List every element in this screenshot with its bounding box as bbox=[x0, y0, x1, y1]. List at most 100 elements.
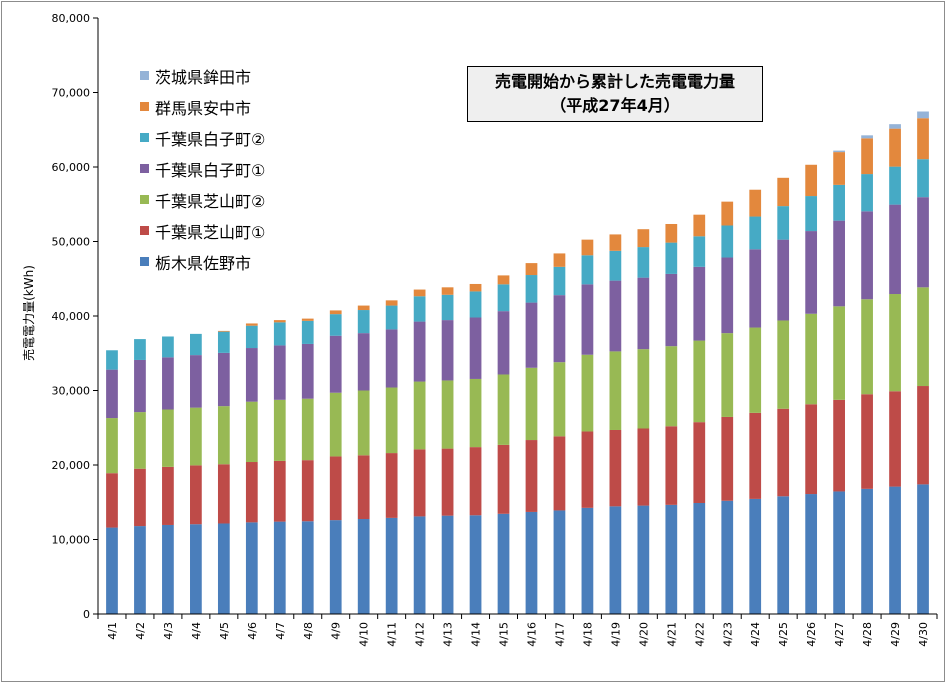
bar-segment bbox=[190, 407, 202, 466]
bar-segment bbox=[329, 392, 342, 457]
bar-segment bbox=[805, 313, 818, 405]
bar-segment bbox=[861, 138, 873, 175]
x-tick-label: 4/30 bbox=[917, 622, 930, 647]
bar-segment bbox=[357, 519, 370, 614]
bar-segment bbox=[357, 333, 370, 391]
bar-segment bbox=[609, 250, 622, 281]
bar-segment bbox=[245, 348, 258, 402]
bar-segment bbox=[693, 502, 706, 614]
x-tick-label: 4/27 bbox=[833, 622, 846, 647]
x-tick-label: 4/10 bbox=[358, 622, 371, 647]
bar-segment bbox=[329, 314, 342, 336]
bar-segment bbox=[217, 464, 230, 524]
x-tick-label: 4/26 bbox=[805, 622, 818, 647]
bar-segment bbox=[162, 336, 174, 358]
legend-swatch bbox=[140, 257, 149, 266]
bar-segment bbox=[497, 311, 510, 375]
bar-segment bbox=[525, 275, 538, 303]
bar-segment bbox=[385, 305, 398, 330]
bar-segment bbox=[917, 287, 929, 387]
legend-swatch bbox=[140, 164, 149, 173]
bar-segment bbox=[805, 231, 818, 314]
bar-segment bbox=[301, 398, 314, 461]
bar-segment bbox=[665, 346, 678, 427]
bar-segment bbox=[581, 284, 594, 355]
chart-subtitle: （平成27年4月） bbox=[550, 96, 680, 115]
bar-segment bbox=[861, 174, 873, 212]
bar-segment bbox=[749, 249, 762, 328]
legend-swatch bbox=[140, 133, 149, 142]
bar-segment bbox=[245, 522, 258, 614]
y-tick-label: 80,000 bbox=[52, 12, 91, 25]
bar-segment bbox=[413, 516, 426, 614]
bar-segment bbox=[106, 350, 118, 370]
bar-segment bbox=[497, 444, 510, 514]
bar-segment bbox=[637, 349, 650, 429]
x-tick-label: 4/25 bbox=[777, 622, 790, 647]
legend-label: 千葉県白子町① bbox=[155, 160, 266, 180]
x-tick-label: 4/24 bbox=[749, 622, 762, 647]
y-axis: 0 10,000 20,000 30,000 40,000 50,000 60,000 70,… bbox=[52, 12, 99, 621]
x-tick-label: 4/2 bbox=[134, 622, 147, 640]
bar-segment bbox=[441, 448, 454, 516]
y-tick-label: 20,000 bbox=[52, 459, 91, 472]
plot-area bbox=[106, 111, 929, 614]
bar-segment bbox=[749, 216, 762, 250]
legend-item: 栃木県佐野市 bbox=[140, 246, 265, 277]
bar-segment bbox=[469, 515, 482, 614]
bar-segment bbox=[441, 287, 454, 295]
bar-segment bbox=[329, 456, 342, 521]
bar-segment bbox=[553, 295, 566, 363]
bar-segment bbox=[497, 284, 510, 312]
bar-segment bbox=[273, 345, 286, 400]
bar-segment bbox=[889, 486, 901, 614]
bar-segment bbox=[609, 280, 622, 352]
legend-swatch bbox=[140, 102, 149, 111]
bar-segment bbox=[273, 521, 286, 614]
bar-segment bbox=[917, 118, 929, 160]
x-tick-label: 4/7 bbox=[274, 622, 287, 640]
y-axis-label: 売電電力量(kWh) bbox=[21, 265, 36, 361]
bar-segment bbox=[217, 330, 230, 332]
bar-segment bbox=[721, 257, 734, 334]
x-tick-label: 4/15 bbox=[498, 622, 511, 647]
bar-segment bbox=[329, 335, 342, 393]
x-tick-label: 4/29 bbox=[889, 622, 902, 647]
bar-segment bbox=[665, 242, 678, 274]
bar-segment bbox=[525, 263, 538, 276]
bar-segment bbox=[917, 111, 929, 119]
bar-segment bbox=[413, 321, 426, 382]
bar-segment bbox=[553, 266, 566, 296]
bar-segment bbox=[469, 291, 482, 318]
bar-segment bbox=[777, 206, 790, 240]
bar-segment bbox=[134, 468, 146, 527]
bar-segment bbox=[134, 359, 146, 413]
bar-segment bbox=[693, 236, 706, 267]
legend-label: 千葉県芝山町② bbox=[155, 191, 266, 211]
bar-segment bbox=[609, 351, 622, 430]
legend-swatch bbox=[140, 195, 149, 204]
legend-label: 茨城県鉾田市 bbox=[155, 67, 252, 87]
x-tick-label: 4/20 bbox=[637, 622, 650, 647]
bar-segment bbox=[553, 362, 566, 437]
bar-segment bbox=[861, 488, 873, 614]
bar-segment bbox=[889, 294, 901, 392]
bar-segment bbox=[749, 327, 762, 413]
bar-segment bbox=[637, 428, 650, 506]
bar-segment bbox=[833, 184, 845, 221]
bar-segment bbox=[833, 399, 845, 492]
bar-segment bbox=[245, 401, 258, 463]
bar-segment bbox=[413, 381, 426, 450]
bar-segment bbox=[749, 498, 762, 614]
bar-segment bbox=[861, 211, 873, 300]
bar-segment bbox=[357, 390, 370, 456]
bar-segment bbox=[721, 500, 734, 614]
bar-segment bbox=[245, 462, 258, 523]
bar-segment bbox=[917, 159, 929, 198]
legend-swatch bbox=[140, 226, 149, 235]
bar-segment bbox=[917, 197, 929, 288]
bar-segment bbox=[637, 229, 650, 248]
bar-segment bbox=[273, 322, 286, 346]
bar-segment bbox=[721, 333, 734, 417]
bar-segment bbox=[889, 204, 901, 295]
